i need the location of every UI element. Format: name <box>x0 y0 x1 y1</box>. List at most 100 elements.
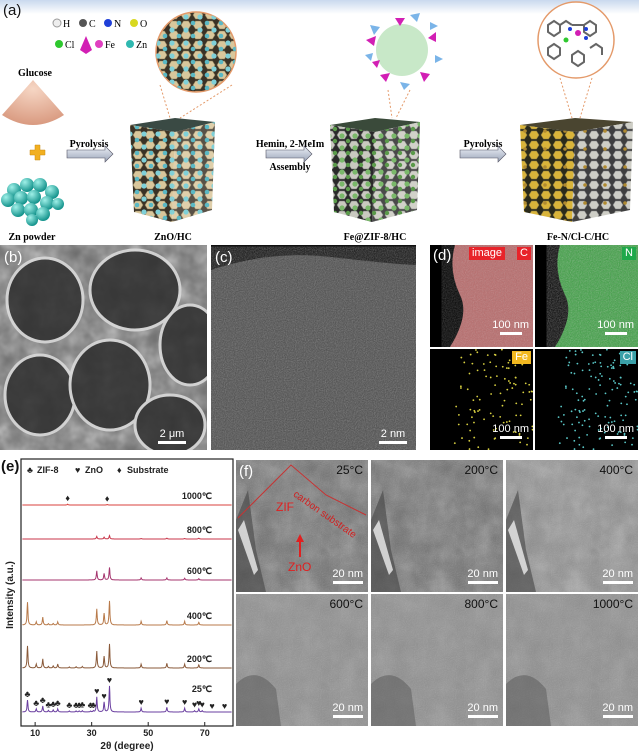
chart-legend: ♣ ZIF-8 ♥ ZnO ♦ Substrate <box>27 465 169 475</box>
eds-dot <box>562 423 565 426</box>
eds-dot <box>526 437 529 440</box>
eds-dot <box>607 421 610 424</box>
eds-dot <box>604 415 607 418</box>
eds-dot <box>511 387 514 389</box>
legend-symbol: ♥ <box>75 465 80 475</box>
eds-dot <box>494 384 497 387</box>
xrd-trace <box>22 643 232 669</box>
eds-dot <box>459 385 462 388</box>
peak-marker: ♥ <box>192 700 197 710</box>
eds-dot <box>524 382 527 385</box>
eds-dot <box>600 365 603 368</box>
legend-h: H <box>63 19 70 30</box>
panel-a-label: (a) <box>3 2 22 19</box>
eds-dot <box>582 410 584 412</box>
eds-dot <box>598 437 601 440</box>
peak-marker: ♦ <box>105 493 110 503</box>
eds-dot <box>522 391 525 394</box>
series-label: 1000℃ <box>182 491 212 501</box>
tag-c: C <box>517 247 531 260</box>
schematic-illustration: H C N O Cl Fe Zn Glucose Zn powder Pyrol… <box>1 1 633 243</box>
eds-dot <box>583 409 586 411</box>
xrd-trace <box>22 685 232 713</box>
eds-dot <box>460 387 462 389</box>
fe-zif8-hc-label: Fe@ZIF-8/HC <box>344 232 407 243</box>
zno-annotation: ZnO <box>288 560 312 574</box>
scale-bar-label: 100 nm <box>492 423 529 435</box>
eds-dot <box>514 431 517 434</box>
eds-dot <box>614 382 617 384</box>
scale-bar: 20 nm <box>467 702 498 718</box>
xrd-trace <box>22 600 232 626</box>
eds-dot <box>495 365 498 368</box>
scale-bar-label: 20 nm <box>332 568 363 580</box>
eds-dot <box>578 421 580 424</box>
eds-dot <box>500 349 503 351</box>
eds-dot <box>461 437 463 439</box>
eds-dot <box>506 388 509 391</box>
eds-dot <box>571 388 574 391</box>
eds-dot <box>633 383 636 386</box>
eds-dot <box>578 443 581 446</box>
eds-dot <box>568 361 571 364</box>
xrd-trace <box>22 567 232 581</box>
pyrolysis-label-1: Pyrolysis <box>70 139 109 150</box>
eds-dot <box>580 349 582 351</box>
eds-dot <box>476 369 479 372</box>
plot-frame <box>20 458 234 727</box>
peak-marker: ♥ <box>222 701 227 711</box>
eds-dot <box>499 392 502 395</box>
peak-marker: ♣ <box>33 698 39 708</box>
peak-marker: ♣ <box>40 695 46 705</box>
eds-dot <box>578 436 581 439</box>
xrd-chart: ♣ ZIF-8 ♥ ZnO ♦ Substrate 1000℃ ♦ ♦ 800℃ 600… <box>5 458 234 751</box>
eds-dot <box>473 436 476 439</box>
atom-legend: H C N O Cl Fe Zn <box>52 18 147 54</box>
pyrolysis-label-2: Pyrolysis <box>464 139 503 150</box>
eds-dot <box>575 392 578 395</box>
scale-bar-label: 2 nm <box>380 428 406 440</box>
scale-bar: 20 nm <box>467 568 498 584</box>
tem-image-0: 25°C 20 nm (f) carbon substrate ZIF ZnO <box>236 460 368 592</box>
peak-marker: ♥ <box>209 701 214 711</box>
eds-dot <box>512 431 515 433</box>
eds-dot <box>519 414 522 417</box>
eds-dot <box>608 377 611 380</box>
eds-dot <box>620 402 623 405</box>
eds-dot <box>606 365 609 368</box>
eds-dot <box>600 427 602 430</box>
eds-dot <box>613 359 616 362</box>
eds-dot <box>468 372 471 375</box>
legend-symbol: ♣ <box>27 465 33 475</box>
eds-dot <box>591 354 594 357</box>
eds-dot <box>515 402 518 405</box>
glucose-label: Glucose <box>18 68 52 79</box>
eds-dot <box>503 377 506 380</box>
eds-dot <box>574 408 577 411</box>
eds-dot <box>626 403 628 406</box>
tem-image-5: 1000°C 20 nm <box>506 594 638 726</box>
eds-dot <box>475 349 477 351</box>
eds-dot <box>623 432 626 435</box>
eds-dot <box>507 361 510 364</box>
x-tick-label: 50 <box>143 728 153 738</box>
eds-dot <box>477 446 480 449</box>
eds-dot <box>597 415 600 417</box>
eds-dot <box>635 390 638 393</box>
eds-dot <box>606 426 609 429</box>
tag-n: N <box>622 247 636 260</box>
eds-dot <box>515 414 518 417</box>
peak-marker: ♣ <box>90 700 96 710</box>
eds-dot <box>597 379 600 381</box>
temperature-label: 25°C <box>336 463 363 477</box>
tem-image-2: 400°C 20 nm <box>506 460 638 592</box>
legend-o: O <box>140 19 147 30</box>
y-axis-label: Intensity (a.u.) <box>5 561 16 629</box>
eds-dot <box>599 384 602 387</box>
eds-dot <box>514 383 517 386</box>
eds-dot <box>468 439 471 442</box>
panel-e-label: (e) <box>1 458 20 475</box>
fe-tetrahedron-icon <box>80 36 92 54</box>
eds-dot <box>583 419 586 422</box>
eds-dot <box>587 363 590 365</box>
